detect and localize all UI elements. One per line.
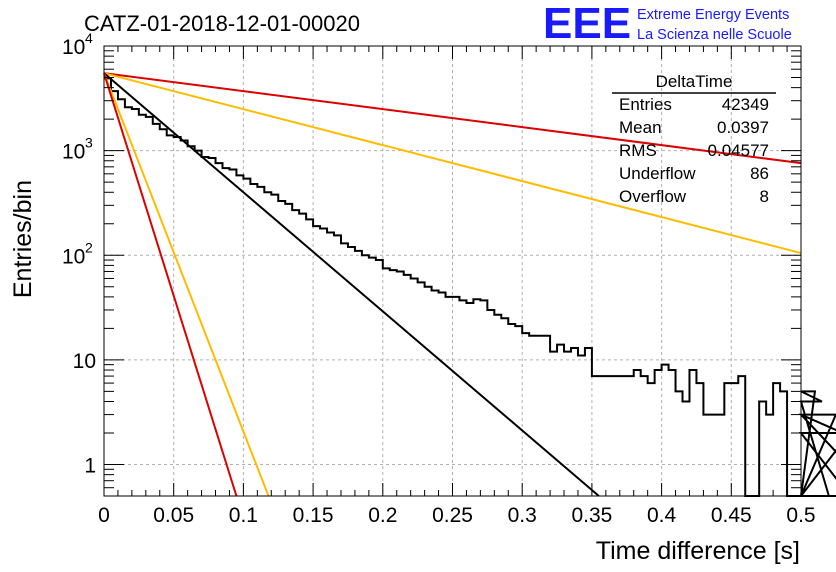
x-tick-label: 0.25 [432, 504, 473, 527]
y-tick-label: 10 [62, 141, 85, 164]
grid [104, 46, 801, 496]
fit-line [103, 72, 802, 255]
x-tick-label: 0.05 [153, 504, 194, 527]
stats-label: Mean [619, 118, 662, 137]
x-tick-label: 0.45 [711, 504, 752, 527]
fit-line [103, 72, 802, 165]
y-axis-label: Entries/bin [9, 180, 37, 298]
logo-line-1: Extreme Energy Events [637, 7, 789, 23]
stats-label: RMS [619, 141, 657, 160]
histogram-outline [104, 77, 836, 497]
histogram [104, 77, 836, 497]
stats-value: 42349 [722, 95, 769, 114]
stats-box: DeltaTime Entries 42349 Mean 0.0397 RMS … [612, 72, 776, 206]
x-tick-label: 0.4 [647, 504, 677, 527]
stats-value: 0.04577 [708, 141, 769, 160]
x-tick-label: 0.15 [293, 504, 334, 527]
fit-lines [103, 72, 802, 497]
x-tick-label: 0 [98, 504, 110, 527]
fit-line [103, 72, 600, 497]
x-axis-label: Time difference [s] [596, 537, 800, 565]
stats-label: Entries [619, 95, 672, 114]
x-tick-label: 0.1 [229, 504, 258, 527]
y-tick-exponent: 3 [85, 135, 93, 151]
x-tick-label: 0.3 [508, 504, 537, 527]
x-tick-label: 0.35 [571, 504, 612, 527]
axis-ticks [103, 45, 802, 496]
stats-value: 0.0397 [717, 118, 769, 137]
fit-line [103, 72, 238, 497]
stats-header: DeltaTime [656, 72, 733, 91]
logo-line-2: La Scienza nelle Scuole [637, 27, 792, 43]
y-tick-exponent: 2 [85, 239, 93, 255]
x-tick-label: 0.2 [368, 504, 397, 527]
y-tick-label: 1 [84, 455, 96, 478]
x-tick-labels: 0 0.05 0.1 0.15 0.2 0.25 0.3 0.35 0.4 0.45 0.5 [98, 504, 815, 527]
y-tick-label: 10 [73, 350, 96, 373]
stats-label: Underflow [619, 164, 696, 183]
x-tick-label: 0.5 [786, 504, 815, 527]
stats-value: 8 [760, 187, 769, 206]
y-tick-label: 10 [62, 245, 85, 268]
y-tick-label: 10 [62, 36, 85, 59]
stats-value: 86 [750, 164, 769, 183]
stats-label: Overflow [619, 187, 687, 206]
chart-title: CATZ-01-2018-12-01-00020 [84, 11, 360, 36]
eee-logo: EEE [543, 0, 631, 48]
y-tick-exponent: 4 [85, 30, 93, 46]
fit-line [103, 72, 270, 497]
